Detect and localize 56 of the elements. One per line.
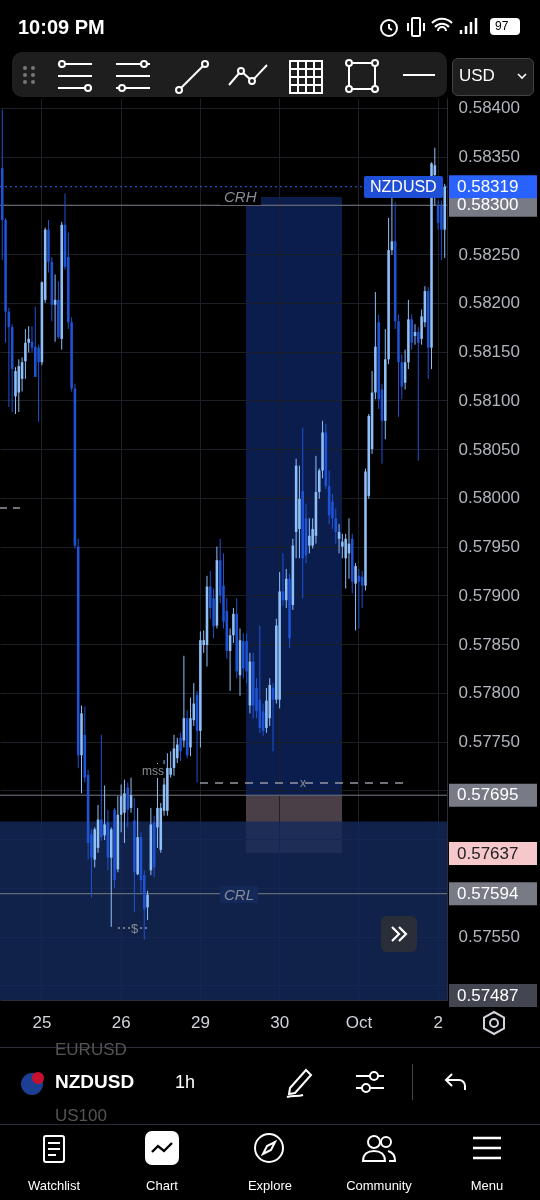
text: NZDUSD <box>55 1071 135 1093</box>
y-tick-label: 0.58350 <box>458 147 520 167</box>
x-tick-label: 25 <box>32 1012 52 1032</box>
candlestick <box>146 890 149 921</box>
y-tick-label: 0.57800 <box>458 683 520 703</box>
text: 1h <box>175 1072 196 1093</box>
annotation: CRH <box>220 188 261 205</box>
text: Menu <box>469 1178 505 1193</box>
x-tick-label: 29 <box>190 1012 210 1032</box>
text: USD <box>459 66 495 86</box>
ref-line-label: 0.57695 <box>457 785 519 805</box>
candlestick <box>308 517 311 554</box>
candlestick <box>126 782 130 828</box>
x-tick-label: 2 <box>433 1012 443 1032</box>
y-tick-label: 0.57850 <box>458 634 520 654</box>
text: EURUSD <box>55 1040 127 1060</box>
ref-line-label: 0.57594 <box>457 883 519 903</box>
candlestick <box>123 779 126 844</box>
y-tick-label: 0.58150 <box>458 342 520 362</box>
candlestick <box>37 344 40 423</box>
annotation: x <box>300 776 306 790</box>
y-tick-label: 0.57750 <box>458 732 520 752</box>
text: Watchlist <box>26 1178 82 1193</box>
y-tick-label: 0.58050 <box>458 439 520 459</box>
text: Community <box>345 1178 413 1193</box>
ref-line-label: 0.58319 <box>457 176 519 196</box>
y-tick-label: 0.58400 <box>458 98 520 118</box>
y-tick-label: 0.58100 <box>458 390 520 410</box>
ref-line-label: 0.58300 <box>457 195 519 215</box>
y-tick-label: 0.58000 <box>458 488 520 508</box>
text: Chart <box>145 1178 179 1193</box>
candlestick <box>410 313 413 351</box>
annotation: $ <box>131 921 139 936</box>
candlestick <box>179 732 182 762</box>
text: 0.57637 <box>449 842 537 865</box>
x-tick-label: 26 <box>111 1012 131 1032</box>
annotation: CRL <box>220 886 259 903</box>
candlestick <box>284 568 288 609</box>
text: US100 <box>55 1106 107 1126</box>
candlestick <box>100 734 103 842</box>
candlestick <box>417 326 420 462</box>
y-tick-label: 0.58250 <box>458 244 520 264</box>
text: 97 <box>495 19 509 33</box>
annotation: mss <box>140 764 166 778</box>
y-tick-label: 0.57950 <box>458 537 520 557</box>
candlestick <box>354 562 357 631</box>
x-tick-label: Oct <box>345 1012 373 1032</box>
text: 0.57487 <box>449 984 537 1007</box>
text: 10:09 PM <box>18 16 105 39</box>
y-tick-label: 0.57550 <box>458 927 520 947</box>
y-tick-label: 0.58200 <box>458 293 520 313</box>
y-tick-label: 0.57900 <box>458 585 520 605</box>
x-tick-label: 30 <box>270 1012 290 1032</box>
candlestick <box>103 784 106 841</box>
text: Explore <box>246 1178 294 1193</box>
annotation: NZDUSD <box>364 176 443 198</box>
